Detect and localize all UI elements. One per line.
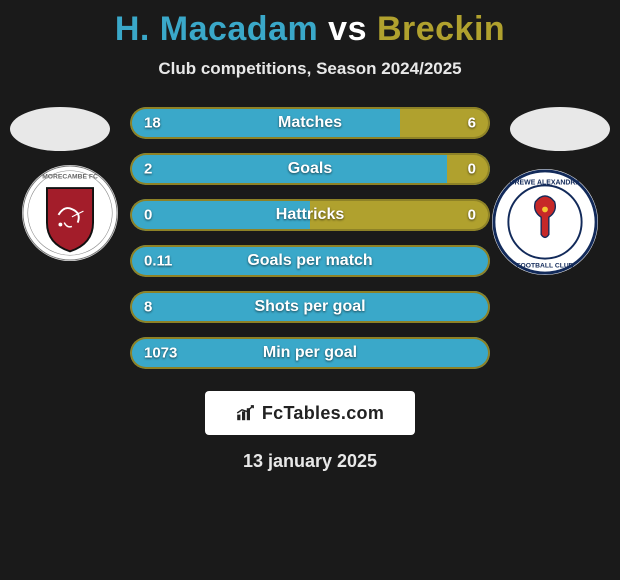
stat-name: Hattricks [276, 206, 344, 224]
stat-value-left: 18 [144, 115, 161, 132]
stat-value-left: 2 [144, 161, 152, 178]
branding-badge: FcTables.com [205, 391, 415, 435]
club-badge-left: MORECAMBE FC [22, 165, 118, 261]
morecambe-badge-icon: MORECAMBE FC [22, 165, 118, 261]
title-player2: Breckin [377, 10, 505, 48]
club-badge-right: CREWE ALEXANDRA FOOTBALL CLUB [492, 169, 598, 275]
stat-row: 0.11 Goals per match [130, 245, 490, 277]
badge-ring-text: MORECAMBE FC [42, 173, 98, 180]
page-title: H. Macadam vs Breckin [0, 0, 620, 49]
stat-value-left: 0.11 [144, 253, 172, 270]
branding-text: FcTables.com [262, 403, 384, 424]
stat-value-left: 0 [144, 207, 152, 224]
subtitle: Club competitions, Season 2024/2025 [0, 59, 620, 79]
date-label: 13 january 2025 [0, 451, 620, 472]
stat-row: 0 Hattricks 0 [130, 199, 490, 231]
stat-name: Goals per match [247, 252, 372, 270]
stat-row: 18 Matches 6 [130, 107, 490, 139]
stat-value-right: 0 [468, 207, 476, 224]
stat-name: Shots per goal [254, 298, 365, 316]
player1-avatar-placeholder [10, 107, 110, 151]
title-vs: vs [328, 10, 367, 48]
player2-avatar-placeholder [510, 107, 610, 151]
stat-name: Min per goal [263, 344, 357, 362]
bar-left-fill [130, 107, 400, 139]
svg-text:CREWE ALEXANDRA: CREWE ALEXANDRA [510, 179, 581, 186]
chart-icon [236, 405, 256, 421]
stat-name: Matches [278, 114, 342, 132]
stat-row: 1073 Min per goal [130, 337, 490, 369]
stat-row: 8 Shots per goal [130, 291, 490, 323]
title-player1: H. Macadam [115, 10, 318, 48]
bar-right-fill [400, 107, 490, 139]
stats-bars: 18 Matches 6 2 Goals 0 0 Hattricks 0 0.11 Goals pe… [130, 107, 490, 369]
stat-value-right: 6 [468, 115, 476, 132]
svg-text:FOOTBALL CLUB: FOOTBALL CLUB [516, 262, 573, 269]
comparison-content: MORECAMBE FC CREWE ALEXANDRA FOOTBALL CL… [0, 107, 620, 472]
stat-value-right: 0 [468, 161, 476, 178]
stat-value-left: 8 [144, 299, 152, 316]
stat-value-left: 1073 [144, 345, 177, 362]
crewe-badge-icon: CREWE ALEXANDRA FOOTBALL CLUB [492, 169, 598, 275]
stat-name: Goals [288, 160, 332, 178]
stat-row: 2 Goals 0 [130, 153, 490, 185]
